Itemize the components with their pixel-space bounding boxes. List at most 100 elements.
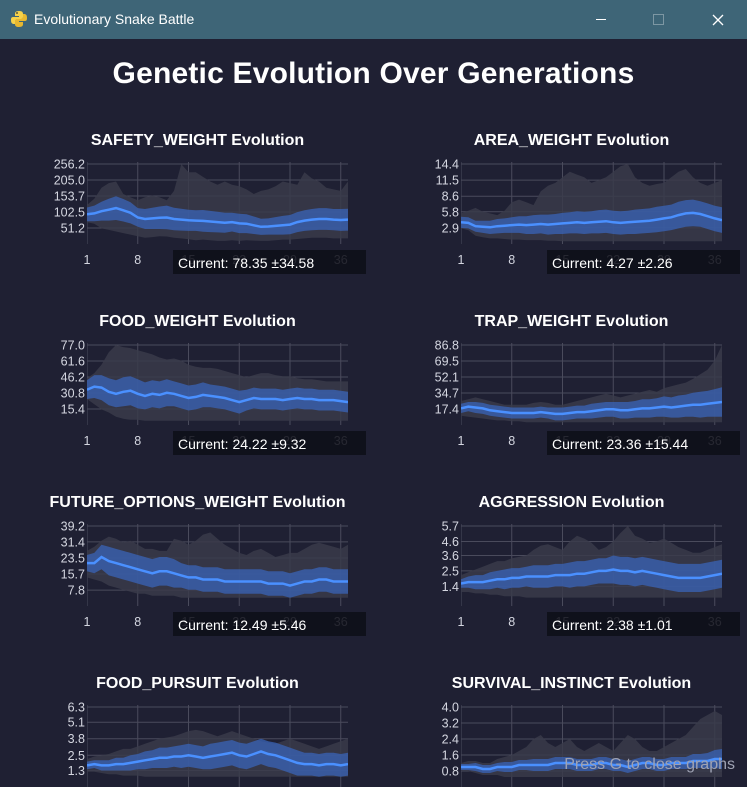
- chart-title: FOOD_WEIGHT Evolution: [99, 313, 295, 330]
- x-tick-label: 8: [134, 615, 141, 629]
- chart-title: SAFETY_WEIGHT Evolution: [91, 132, 304, 149]
- y-tick-label: 61.6: [61, 355, 85, 369]
- y-tick-label: 3.2: [442, 717, 459, 731]
- plot-area: [87, 343, 348, 425]
- y-tick-label: 102.5: [54, 205, 85, 219]
- y-tick-label: 6.3: [68, 701, 85, 715]
- chart-5: AGGRESSION Evolution5.74.63.62.51.418152…: [442, 494, 740, 636]
- chart-7: SURVIVAL_INSTINCT Evolution 4.0 3.2 2.4 1.6 0…: [442, 675, 722, 787]
- page-title: Genetic Evolution Over Generations: [112, 57, 635, 90]
- close-button[interactable]: [695, 0, 741, 39]
- x-tick-label: 8: [508, 253, 515, 267]
- close-icon: [712, 14, 724, 25]
- y-tick-label: 51.2: [61, 222, 85, 236]
- mean-line: [461, 211, 722, 229]
- mean-line: [87, 750, 348, 767]
- std-dev-band: [461, 749, 722, 773]
- chart-2: FOOD_WEIGHT Evolution 77.0 61.6 46.2 30.8 15.…: [61, 313, 366, 455]
- current-value-label: Current: 24.22 ±9.32: [178, 436, 307, 452]
- mean-line: [87, 555, 348, 587]
- current-value-label: Current: 23.36 ±15.44: [552, 436, 688, 452]
- y-tick-label: 3.8: [68, 732, 85, 746]
- chart-title: TRAP_WEIGHT Evolution: [475, 313, 669, 330]
- y-tick-label: 23.5: [61, 552, 85, 566]
- y-tick-label: 8.6: [442, 190, 459, 204]
- chart-6: FOOD_PURSUIT Evolution6.35.13.82.51.3181…: [68, 675, 348, 787]
- y-tick-label: 77.0: [61, 339, 85, 353]
- current-value-box: [547, 612, 740, 636]
- current-value-box: [547, 250, 740, 274]
- plot-area: [87, 162, 348, 244]
- std-dev-band: [461, 555, 722, 592]
- maximize-icon: [652, 14, 664, 25]
- std-dev-band: [87, 375, 348, 414]
- y-tick-label: 0.8: [442, 765, 459, 779]
- y-tick-label: 205.0: [54, 173, 85, 187]
- x-tick-label: 8: [134, 253, 141, 267]
- y-tick-label: 15.4: [61, 403, 85, 417]
- mean-line: [461, 400, 722, 416]
- y-tick-label: 11.5: [436, 174, 459, 188]
- evolution-charts: SAFETY_WEIGHT Evolution256.2205.0153.710…: [49, 132, 740, 787]
- mean-line: [87, 385, 348, 404]
- chart-title: AREA_WEIGHT Evolution: [474, 132, 670, 149]
- x-tick-label: 1: [84, 434, 91, 448]
- y-tick-label: 5.8: [442, 205, 459, 219]
- y-tick-label: 2.9: [442, 221, 459, 235]
- mean-line: [461, 568, 722, 585]
- x-tick-label: 8: [508, 615, 515, 629]
- y-tick-label: 5.7: [442, 520, 459, 534]
- y-tick-label: 2.5: [442, 564, 459, 578]
- mean-line: [461, 757, 722, 771]
- y-tick-label: 15.7: [61, 567, 85, 581]
- x-tick-label: 1: [84, 253, 91, 267]
- y-tick-label: 14.4: [435, 158, 459, 172]
- chart-3: TRAP_WEIGHT Evolution 86.869.5 52.1 34.717.…: [435, 313, 740, 455]
- x-tick-label: 1: [84, 615, 91, 629]
- x-tick-label: 1: [458, 253, 465, 267]
- y-tick-label: 31.4: [61, 535, 85, 549]
- y-tick-label: 1.6: [442, 749, 459, 763]
- y-tick-label: 1.4: [442, 580, 459, 594]
- current-value-label: Current: 12.49 ±5.46: [178, 617, 307, 633]
- current-value-box: [173, 250, 366, 274]
- chart-title: FUTURE_OPTIONS_WEIGHT Evolution: [49, 494, 345, 511]
- y-tick-label: 3.6: [442, 549, 459, 563]
- graphs-panel: Genetic Evolution Over Generations SAFET…: [0, 39, 747, 787]
- x-tick-label: 8: [134, 434, 141, 448]
- y-tick-label: 39.2: [61, 520, 85, 534]
- y-tick-label: 86.8: [435, 339, 459, 353]
- x-tick-label: 1: [458, 615, 465, 629]
- mean-line: [87, 206, 348, 229]
- y-tick-label: 256.2: [54, 158, 85, 172]
- y-tick-label: 17.4: [435, 402, 459, 416]
- plot-area: [87, 705, 348, 787]
- chart-4: FUTURE_OPTIONS_WEIGHT Evolution 39.231.4 2…: [49, 494, 366, 636]
- y-tick-label: 2.5: [68, 749, 85, 763]
- std-dev-band: [87, 738, 348, 777]
- current-value-box: [173, 431, 366, 455]
- y-tick-label: 46.2: [61, 371, 85, 385]
- y-tick-label: 69.5: [435, 354, 459, 368]
- plot-area: [461, 705, 722, 787]
- minimize-icon: [596, 19, 606, 20]
- close-graphs-hint: Press G to close graphs: [564, 756, 735, 773]
- y-tick-label: 4.6: [442, 535, 459, 549]
- plot-area: [461, 343, 722, 425]
- y-tick-label: 52.1: [435, 370, 459, 384]
- current-value-box: [173, 612, 366, 636]
- plot-area: [461, 524, 722, 606]
- plot-area: [87, 524, 348, 606]
- current-value-label: Current: 78.35 ±34.58: [178, 255, 314, 271]
- maximize-button[interactable]: [635, 0, 681, 39]
- y-tick-label: 2.4: [442, 733, 459, 747]
- current-value-box: [547, 431, 740, 455]
- chart-title: SURVIVAL_INSTINCT Evolution: [452, 675, 691, 692]
- window-titlebar: Evolutionary Snake Battle: [0, 0, 747, 39]
- current-value-label: Current: 2.38 ±1.01: [552, 617, 673, 633]
- chart-title: FOOD_PURSUIT Evolution: [96, 675, 299, 692]
- python-snake-icon: [11, 11, 27, 27]
- minimize-button[interactable]: [578, 0, 624, 39]
- x-tick-label: 1: [458, 434, 465, 448]
